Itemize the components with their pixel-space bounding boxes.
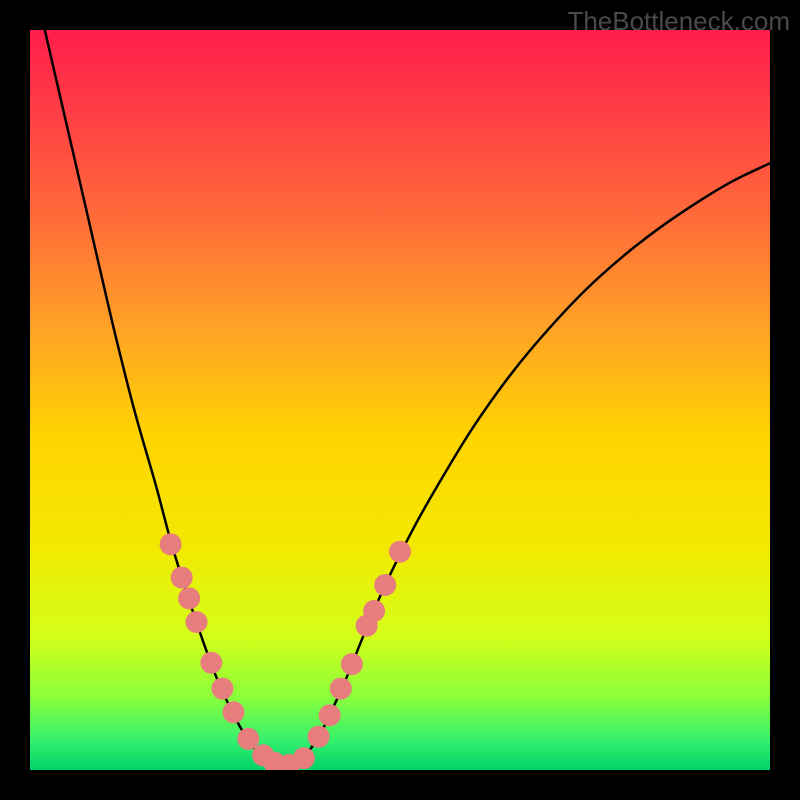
- data-marker: [308, 726, 330, 748]
- data-marker: [200, 652, 222, 674]
- data-marker: [330, 678, 352, 700]
- data-marker: [178, 587, 200, 609]
- data-marker: [363, 600, 385, 622]
- data-marker: [160, 533, 182, 555]
- chart-container: TheBottleneck.com: [0, 0, 800, 800]
- data-marker: [341, 653, 363, 675]
- data-marker: [374, 574, 396, 596]
- data-marker: [223, 701, 245, 723]
- data-marker: [293, 747, 315, 769]
- data-marker: [319, 704, 341, 726]
- data-marker: [186, 611, 208, 633]
- data-marker: [211, 678, 233, 700]
- bottleneck-chart: [0, 0, 800, 800]
- data-marker: [237, 728, 259, 750]
- data-marker: [389, 541, 411, 563]
- data-marker: [171, 567, 193, 589]
- plot-background: [30, 30, 770, 770]
